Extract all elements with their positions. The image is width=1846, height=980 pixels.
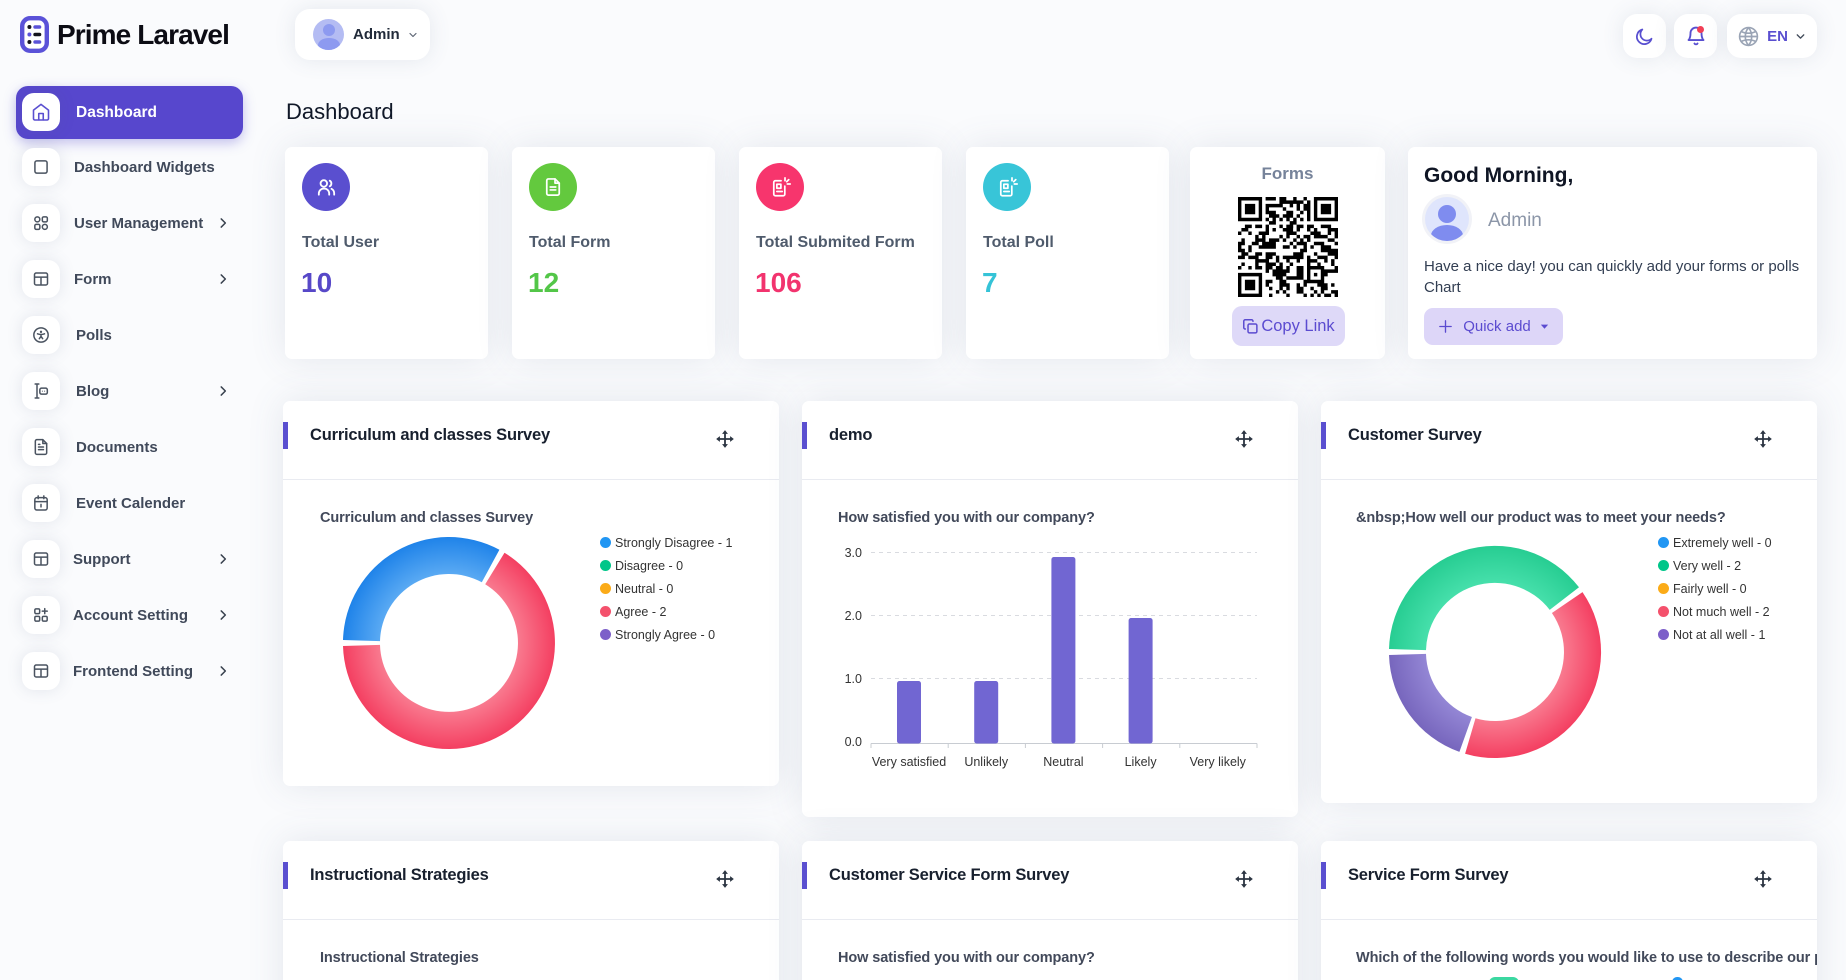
svg-text:Unlikely: Unlikely	[964, 755, 1009, 769]
svg-text:1.0: 1.0	[845, 672, 862, 686]
svg-text:2.0: 2.0	[845, 609, 862, 623]
svg-text:Likely: Likely	[1125, 755, 1158, 769]
svg-text:0.0: 0.0	[845, 735, 862, 749]
svg-text:Neutral: Neutral	[1043, 755, 1083, 769]
svg-text:Very likely: Very likely	[1190, 755, 1247, 769]
svg-text:Very satisfied: Very satisfied	[872, 755, 946, 769]
svg-text:3.0: 3.0	[845, 546, 862, 560]
